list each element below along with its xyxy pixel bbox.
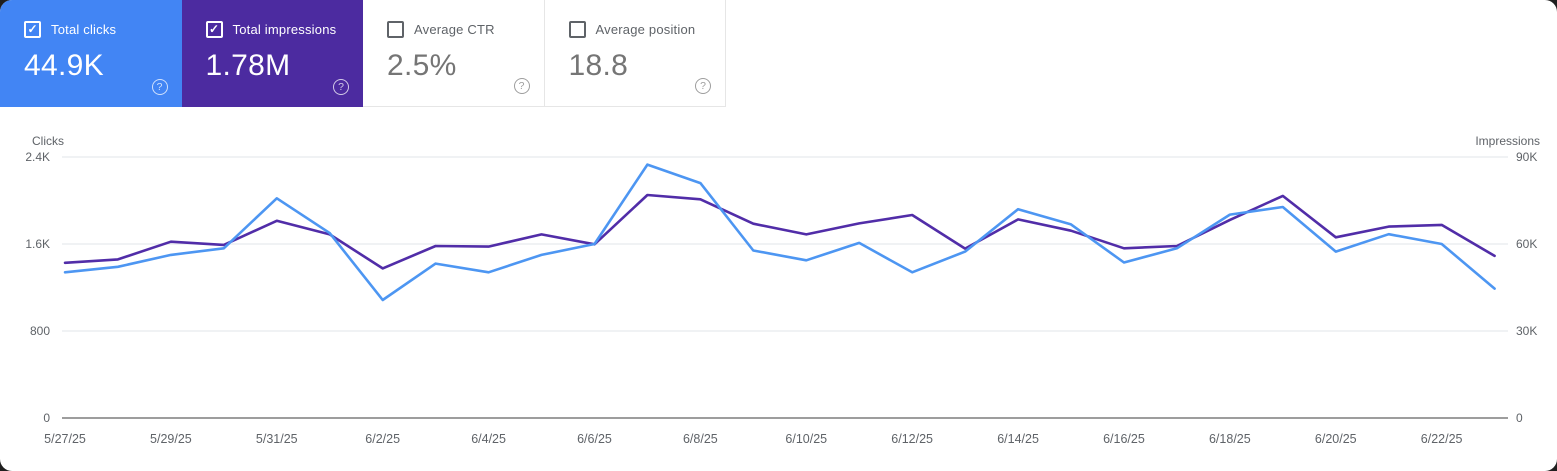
total-impressions-card[interactable]: ✓ Total impressions 1.78M ? xyxy=(181,0,364,107)
left-axis-title: Clicks xyxy=(32,134,64,148)
total-clicks-value: 44.9K xyxy=(24,49,104,82)
x-axis-tick: 5/27/25 xyxy=(44,432,86,446)
average-ctr-checkbox-icon[interactable] xyxy=(387,21,404,38)
card-label: Average CTR xyxy=(414,22,495,37)
average-position-checkbox-icon[interactable] xyxy=(568,21,586,38)
right-axis-title: Impressions xyxy=(1475,134,1540,148)
average-ctr-card[interactable]: Average CTR 2.5% ? xyxy=(363,0,545,107)
x-axis-tick: 6/4/25 xyxy=(471,432,506,446)
performance-chart[interactable]: 2.4K 90K 1.6K 60K 800 30K 0 0 Clicks Impressions 5… xyxy=(0,130,1557,471)
average-ctr-value: 2.5% xyxy=(387,49,457,82)
right-axis-tick: 90K xyxy=(1516,150,1537,164)
x-axis-tick: 6/2/25 xyxy=(365,432,400,446)
x-axis-tick: 6/10/25 xyxy=(785,432,827,446)
card-header: Average CTR xyxy=(387,21,544,38)
clicks-line xyxy=(63,163,1496,302)
help-icon[interactable]: ? xyxy=(695,78,711,94)
total-clicks-card[interactable]: ✓ Total clicks 44.9K ? xyxy=(0,0,182,107)
left-axis-tick: 2.4K xyxy=(25,150,50,164)
x-axis-tick: 6/20/25 xyxy=(1315,432,1357,446)
total-impressions-value: 1.78M xyxy=(205,49,291,82)
x-axis-tick: 6/6/25 xyxy=(577,432,612,446)
x-axis-tick: 6/8/25 xyxy=(683,432,718,446)
x-axis-tick: 5/29/25 xyxy=(150,432,192,446)
x-axis-tick: 5/31/25 xyxy=(256,432,298,446)
left-axis-tick: 1.6K xyxy=(25,237,50,251)
card-header: Average position xyxy=(568,21,726,38)
right-axis-tick: 60K xyxy=(1516,237,1537,251)
card-label: Average position xyxy=(595,22,696,37)
card-label: Total impressions xyxy=(232,22,337,37)
total-impressions-checkbox-icon[interactable]: ✓ xyxy=(205,21,223,38)
x-axis-tick: 6/14/25 xyxy=(997,432,1039,446)
x-axis-tick: 6/16/25 xyxy=(1103,432,1145,446)
card-header: ✓ Total impressions xyxy=(205,21,364,38)
card-label: Total clicks xyxy=(51,22,117,37)
x-axis-tick: 6/18/25 xyxy=(1209,432,1251,446)
average-position-value: 18.8 xyxy=(568,49,629,82)
left-axis-tick: 0 xyxy=(43,411,50,425)
metric-cards: ✓ Total clicks 44.9K ? ✓ Total impressio… xyxy=(0,0,726,107)
x-axis-tick: 6/12/25 xyxy=(891,432,933,446)
average-position-card[interactable]: Average position 18.8 ? xyxy=(544,0,726,107)
help-icon[interactable]: ? xyxy=(151,79,168,95)
help-icon[interactable]: ? xyxy=(513,78,530,94)
right-axis-tick: 30K xyxy=(1516,324,1537,338)
impressions-line xyxy=(63,193,1496,270)
x-axis-tick: 6/22/25 xyxy=(1421,432,1463,446)
performance-chart-canvas[interactable]: 2.4K 90K 1.6K 60K 800 30K 0 0 Clicks Impressions 5… xyxy=(0,130,1557,471)
left-axis-tick: 800 xyxy=(30,324,50,338)
card-header: ✓ Total clicks xyxy=(24,21,182,38)
total-clicks-checkbox-icon[interactable]: ✓ xyxy=(24,21,41,38)
help-icon[interactable]: ? xyxy=(333,79,349,95)
right-axis-tick: 0 xyxy=(1516,411,1523,425)
